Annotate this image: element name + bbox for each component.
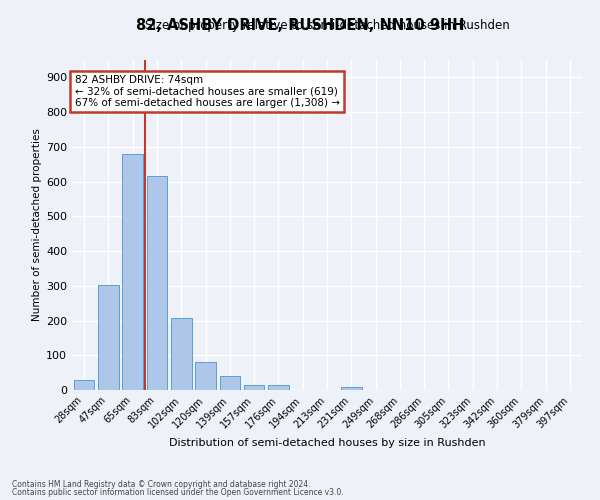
Text: 82, ASHBY DRIVE, RUSHDEN, NN10 9HH: 82, ASHBY DRIVE, RUSHDEN, NN10 9HH	[136, 18, 464, 32]
Bar	[146, 176, 167, 390]
Text: Contains HM Land Registry data © Crown copyright and database right 2024.: Contains HM Land Registry data © Crown c…	[12, 480, 311, 489]
Text: 82 ASHBY DRIVE: 74sqm
← 32% of semi-detached houses are smaller (619)
67% of sem: 82 ASHBY DRIVE: 74sqm ← 32% of semi-deta…	[74, 75, 340, 108]
Title: Size of property relative to semi-detached houses in Rushden: Size of property relative to semi-detach…	[145, 20, 509, 32]
Bar	[122, 154, 143, 390]
Bar	[244, 386, 265, 390]
Bar	[74, 380, 94, 390]
Y-axis label: Number of semi-detached properties: Number of semi-detached properties	[32, 128, 42, 322]
Bar	[268, 386, 289, 390]
Bar	[195, 362, 216, 390]
Text: Contains public sector information licensed under the Open Government Licence v3: Contains public sector information licen…	[12, 488, 344, 497]
Bar	[220, 376, 240, 390]
Bar	[98, 285, 119, 390]
Bar	[171, 318, 191, 390]
Bar	[341, 386, 362, 390]
X-axis label: Distribution of semi-detached houses by size in Rushden: Distribution of semi-detached houses by …	[169, 438, 485, 448]
